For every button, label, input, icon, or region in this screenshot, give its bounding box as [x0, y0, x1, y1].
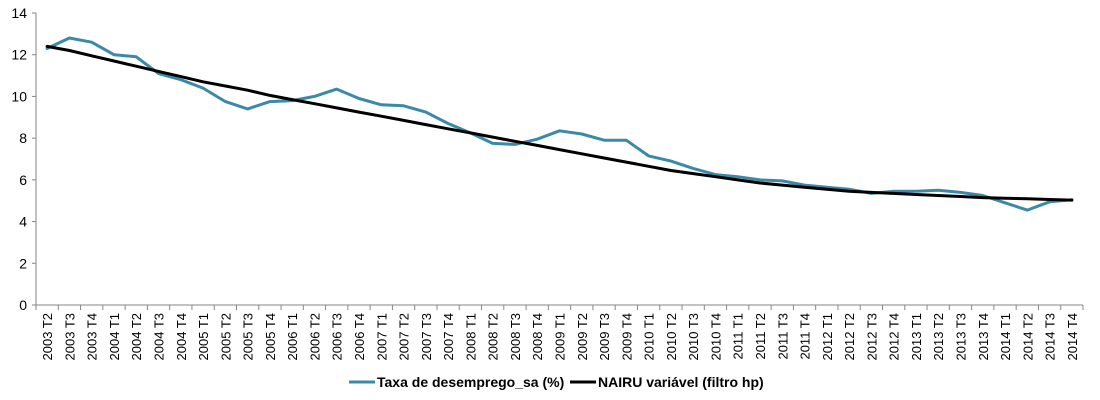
- x-tick-label: 2005 T4: [263, 313, 278, 360]
- x-tick-label: 2007 T2: [397, 313, 412, 360]
- x-tick-label: 2012 T4: [887, 313, 902, 360]
- x-tick-label: 2010 T4: [708, 313, 723, 360]
- x-tick-label: 2004 T4: [174, 313, 189, 360]
- x-tick-label: 2011 T4: [798, 313, 813, 360]
- x-tick-label: 2013 T2: [931, 313, 946, 360]
- legend-label-0: Taxa de desemprego_sa (%): [377, 374, 564, 390]
- x-tick-label: 2006 T2: [307, 313, 322, 360]
- y-tick-label: 2: [19, 255, 27, 271]
- x-tick-label: 2005 T3: [241, 313, 256, 360]
- x-tick-label: 2014 T2: [1020, 313, 1035, 360]
- x-tick-label: 2014 T1: [998, 313, 1013, 360]
- x-tick-label: 2013 T3: [953, 313, 968, 360]
- y-tick-label: 8: [19, 130, 27, 146]
- x-tick-label: 2014 T4: [1065, 313, 1080, 360]
- series-line-0: [45, 36, 1074, 212]
- x-tick-label: 2012 T2: [842, 313, 857, 360]
- legend-label-1: NAIRU variável (filtro hp): [598, 374, 764, 390]
- x-tick-label: 2010 T1: [642, 313, 657, 360]
- x-tick-label: 2013 T4: [976, 313, 991, 360]
- x-tick-label: 2008 T4: [530, 313, 545, 360]
- x-tick-label: 2008 T1: [463, 313, 478, 360]
- x-tick-label: 2003 T4: [85, 313, 100, 360]
- x-tick-label: 2008 T2: [486, 313, 501, 360]
- series-line-1: [45, 44, 1074, 202]
- y-tick-label: 14: [11, 5, 27, 21]
- x-tick-label: 2014 T3: [1043, 313, 1058, 360]
- x-tick-label: 2003 T2: [40, 313, 55, 360]
- x-tick-label: 2006 T4: [352, 313, 367, 360]
- x-tick-label: 2005 T2: [218, 313, 233, 360]
- y-tick-label: 10: [11, 88, 27, 104]
- x-tick-label: 2009 T3: [597, 313, 612, 360]
- legend: Taxa de desemprego_sa (%) NAIRU variável …: [349, 374, 764, 390]
- series-lines: [45, 36, 1074, 212]
- x-tick-label: 2003 T3: [62, 313, 77, 360]
- x-tick-label: 2004 T2: [129, 313, 144, 360]
- x-tick-label: 2007 T1: [374, 313, 389, 360]
- x-tick-label: 2008 T3: [508, 313, 523, 360]
- x-axis: 2003 T2 2003 T3 2003 T4 2004 T1 2004 T2 2004 …: [35, 304, 1084, 360]
- x-tick-label: 2004 T3: [152, 313, 167, 360]
- x-tick-label: 2006 T3: [330, 313, 345, 360]
- x-tick-label: 2004 T1: [107, 313, 122, 360]
- x-tick-label: 2011 T2: [753, 313, 768, 360]
- x-tick-label: 2012 T1: [820, 313, 835, 360]
- x-tick-label: 2011 T1: [731, 313, 746, 360]
- x-tick-label: 2009 T4: [619, 313, 634, 360]
- x-tick-label: 2006 T1: [285, 313, 300, 360]
- x-tick-label: 2013 T1: [909, 313, 924, 360]
- x-tick-label: 2009 T1: [553, 313, 568, 360]
- y-tick-label: 0: [19, 297, 27, 313]
- y-axis: 0 2 4 6 8 10 12 14: [11, 5, 37, 313]
- x-tick-label: 2010 T2: [664, 313, 679, 360]
- y-tick-label: 6: [19, 172, 27, 188]
- x-tick-label: 2007 T4: [441, 313, 456, 360]
- x-tick-label: 2010 T3: [686, 313, 701, 360]
- x-tick-label: 2012 T3: [864, 313, 879, 360]
- y-tick-label: 4: [19, 214, 27, 230]
- x-tick-label: 2007 T3: [419, 313, 434, 360]
- y-tick-label: 12: [11, 47, 27, 63]
- x-tick-label: 2009 T2: [575, 313, 590, 360]
- x-tick-label: 2005 T1: [196, 313, 211, 360]
- x-tick-label: 2011 T3: [775, 313, 790, 360]
